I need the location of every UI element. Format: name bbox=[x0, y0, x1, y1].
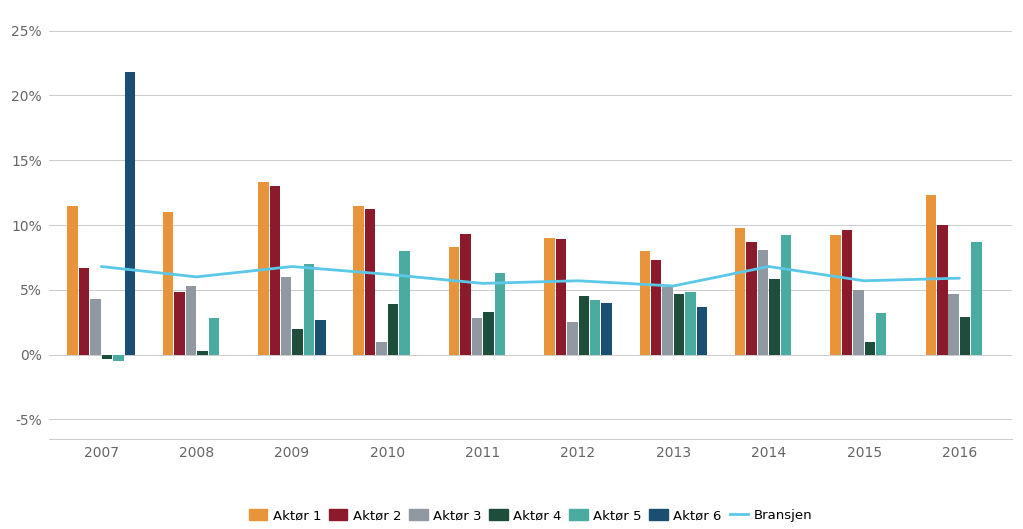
Bar bbox=[590, 300, 601, 354]
Bar bbox=[315, 320, 325, 354]
Legend: Aktør 1, Aktør 2, Aktør 3, Aktør 4, Aktør 5, Aktør 6, Bransjen: Aktør 1, Aktør 2, Aktør 3, Aktør 4, Aktø… bbox=[249, 509, 812, 522]
Bar bbox=[758, 250, 768, 354]
Bar bbox=[79, 268, 89, 354]
Bar bbox=[876, 313, 887, 354]
Bar bbox=[354, 206, 364, 354]
Bar bbox=[101, 354, 113, 359]
Bar bbox=[174, 293, 185, 354]
Bar bbox=[831, 235, 841, 354]
Bar bbox=[449, 247, 459, 354]
Bar bbox=[125, 72, 135, 354]
Bar bbox=[544, 238, 554, 354]
Bar bbox=[304, 264, 314, 354]
Bar bbox=[258, 183, 269, 354]
Bar bbox=[697, 307, 707, 354]
Bar bbox=[937, 225, 947, 354]
Bar bbox=[114, 354, 124, 361]
Bar bbox=[567, 322, 578, 354]
Bar bbox=[483, 312, 494, 354]
Bar bbox=[460, 234, 471, 354]
Bar bbox=[842, 230, 852, 354]
Bar bbox=[293, 329, 303, 354]
Bar bbox=[639, 251, 650, 354]
Bar bbox=[769, 279, 780, 354]
Bar bbox=[269, 186, 280, 354]
Bar bbox=[663, 287, 673, 354]
Bar bbox=[674, 294, 684, 354]
Bar bbox=[864, 342, 875, 354]
Bar bbox=[209, 318, 219, 354]
Bar bbox=[602, 303, 612, 354]
Bar bbox=[735, 227, 746, 354]
Bar bbox=[399, 251, 410, 354]
Bar bbox=[494, 273, 505, 354]
Bar bbox=[651, 260, 662, 354]
Bar bbox=[163, 212, 173, 354]
Bar bbox=[747, 242, 757, 354]
Bar bbox=[972, 242, 982, 354]
Bar bbox=[926, 195, 936, 354]
Bar bbox=[197, 351, 208, 354]
Bar bbox=[376, 342, 387, 354]
Bar bbox=[185, 286, 196, 354]
Bar bbox=[853, 290, 863, 354]
Bar bbox=[388, 304, 398, 354]
Bar bbox=[781, 235, 791, 354]
Bar bbox=[948, 294, 959, 354]
Bar bbox=[90, 299, 101, 354]
Bar bbox=[281, 277, 292, 354]
Bar bbox=[685, 293, 696, 354]
Bar bbox=[365, 209, 375, 354]
Bar bbox=[555, 239, 566, 354]
Bar bbox=[472, 318, 482, 354]
Bar bbox=[960, 317, 971, 354]
Bar bbox=[68, 206, 78, 354]
Bar bbox=[578, 296, 589, 354]
